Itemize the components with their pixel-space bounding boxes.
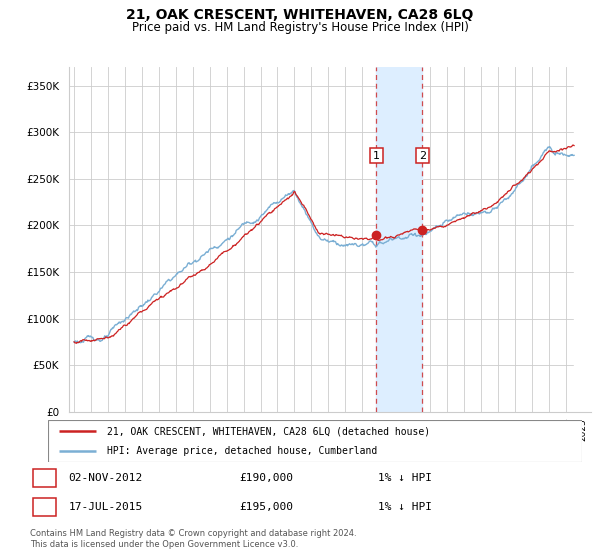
Text: 21, OAK CRESCENT, WHITEHAVEN, CA28 6LQ (detached house): 21, OAK CRESCENT, WHITEHAVEN, CA28 6LQ (… (107, 426, 430, 436)
Text: £190,000: £190,000 (240, 473, 294, 483)
Text: HPI: Average price, detached house, Cumberland: HPI: Average price, detached house, Cumb… (107, 446, 377, 456)
Bar (574, 67, 599, 412)
Text: 1% ↓ HPI: 1% ↓ HPI (378, 473, 432, 483)
Text: 17-JUL-2015: 17-JUL-2015 (68, 502, 143, 512)
Text: 2: 2 (41, 502, 48, 512)
Text: 02-NOV-2012: 02-NOV-2012 (68, 473, 143, 483)
Text: Price paid vs. HM Land Registry's House Price Index (HPI): Price paid vs. HM Land Registry's House … (131, 21, 469, 34)
Text: 2: 2 (419, 151, 426, 161)
Text: Contains HM Land Registry data © Crown copyright and database right 2024.
This d: Contains HM Land Registry data © Crown c… (30, 529, 356, 549)
Text: 1% ↓ HPI: 1% ↓ HPI (378, 502, 432, 512)
Text: 21, OAK CRESCENT, WHITEHAVEN, CA28 6LQ: 21, OAK CRESCENT, WHITEHAVEN, CA28 6LQ (127, 8, 473, 22)
Bar (574, 67, 599, 412)
FancyBboxPatch shape (48, 420, 582, 462)
FancyBboxPatch shape (33, 469, 56, 487)
FancyBboxPatch shape (33, 498, 56, 516)
Text: 1: 1 (373, 151, 380, 161)
Text: £195,000: £195,000 (240, 502, 294, 512)
Bar (376, 67, 422, 412)
Text: 1: 1 (41, 473, 48, 483)
